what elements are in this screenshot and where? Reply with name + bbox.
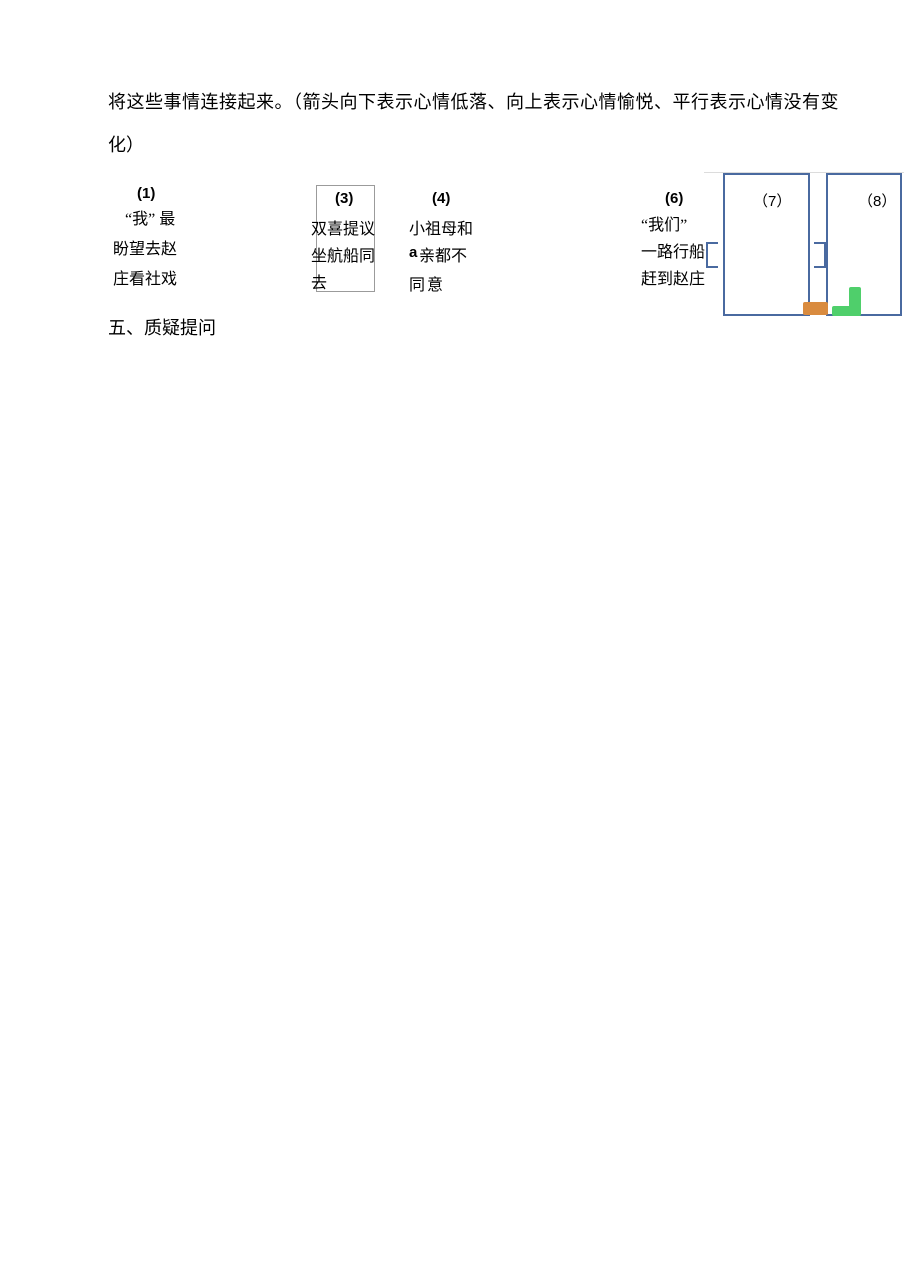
card-4-line1: 小祖母和 [409,217,473,243]
card-1-number: (1) [137,185,155,202]
card-4-line2a: a [409,244,417,261]
card-3-number: (3) [335,190,353,207]
card-6-line2: 一路行船 [641,240,705,266]
card-3-line2: 坐航船同 [311,244,375,270]
connector-stub-7-right [814,242,826,268]
page: 将这些事情连接起来。（箭头向下表示心情低落、向上表示心情愉悦、平行表示心情没有变… [0,0,920,1283]
card-1-line3: 庄看社戏 [113,267,177,293]
card-6-line1: “我们” [641,213,687,239]
intro-line-2: 化） [108,131,144,157]
green-mark-vertical-icon [849,287,861,316]
card-1-line1: “我” 最 [125,207,175,233]
card-1-line2: 盼望去赵 [113,237,177,263]
intro-line-1: 将这些事情连接起来。（箭头向下表示心情低落、向上表示心情愉悦、平行表示心情没有变 [108,88,839,114]
card-7-number: （7） [753,190,791,211]
section-5-title: 五、质疑提问 [108,314,216,340]
orange-mark-icon [803,302,828,315]
card-6-number: (6) [665,190,683,207]
connector-stub-7-left [706,242,718,268]
card-4-line2b: 亲都不 [419,244,467,270]
card-8-number: （8） [858,190,896,211]
card-4-line3: 同意 [409,273,445,299]
card-4-number: (4) [432,190,450,207]
card-3-line3: 去 [311,271,327,297]
card-6-line3: 赶到赵庄 [641,267,705,293]
card-3-line1: 双喜提议 [311,217,375,243]
